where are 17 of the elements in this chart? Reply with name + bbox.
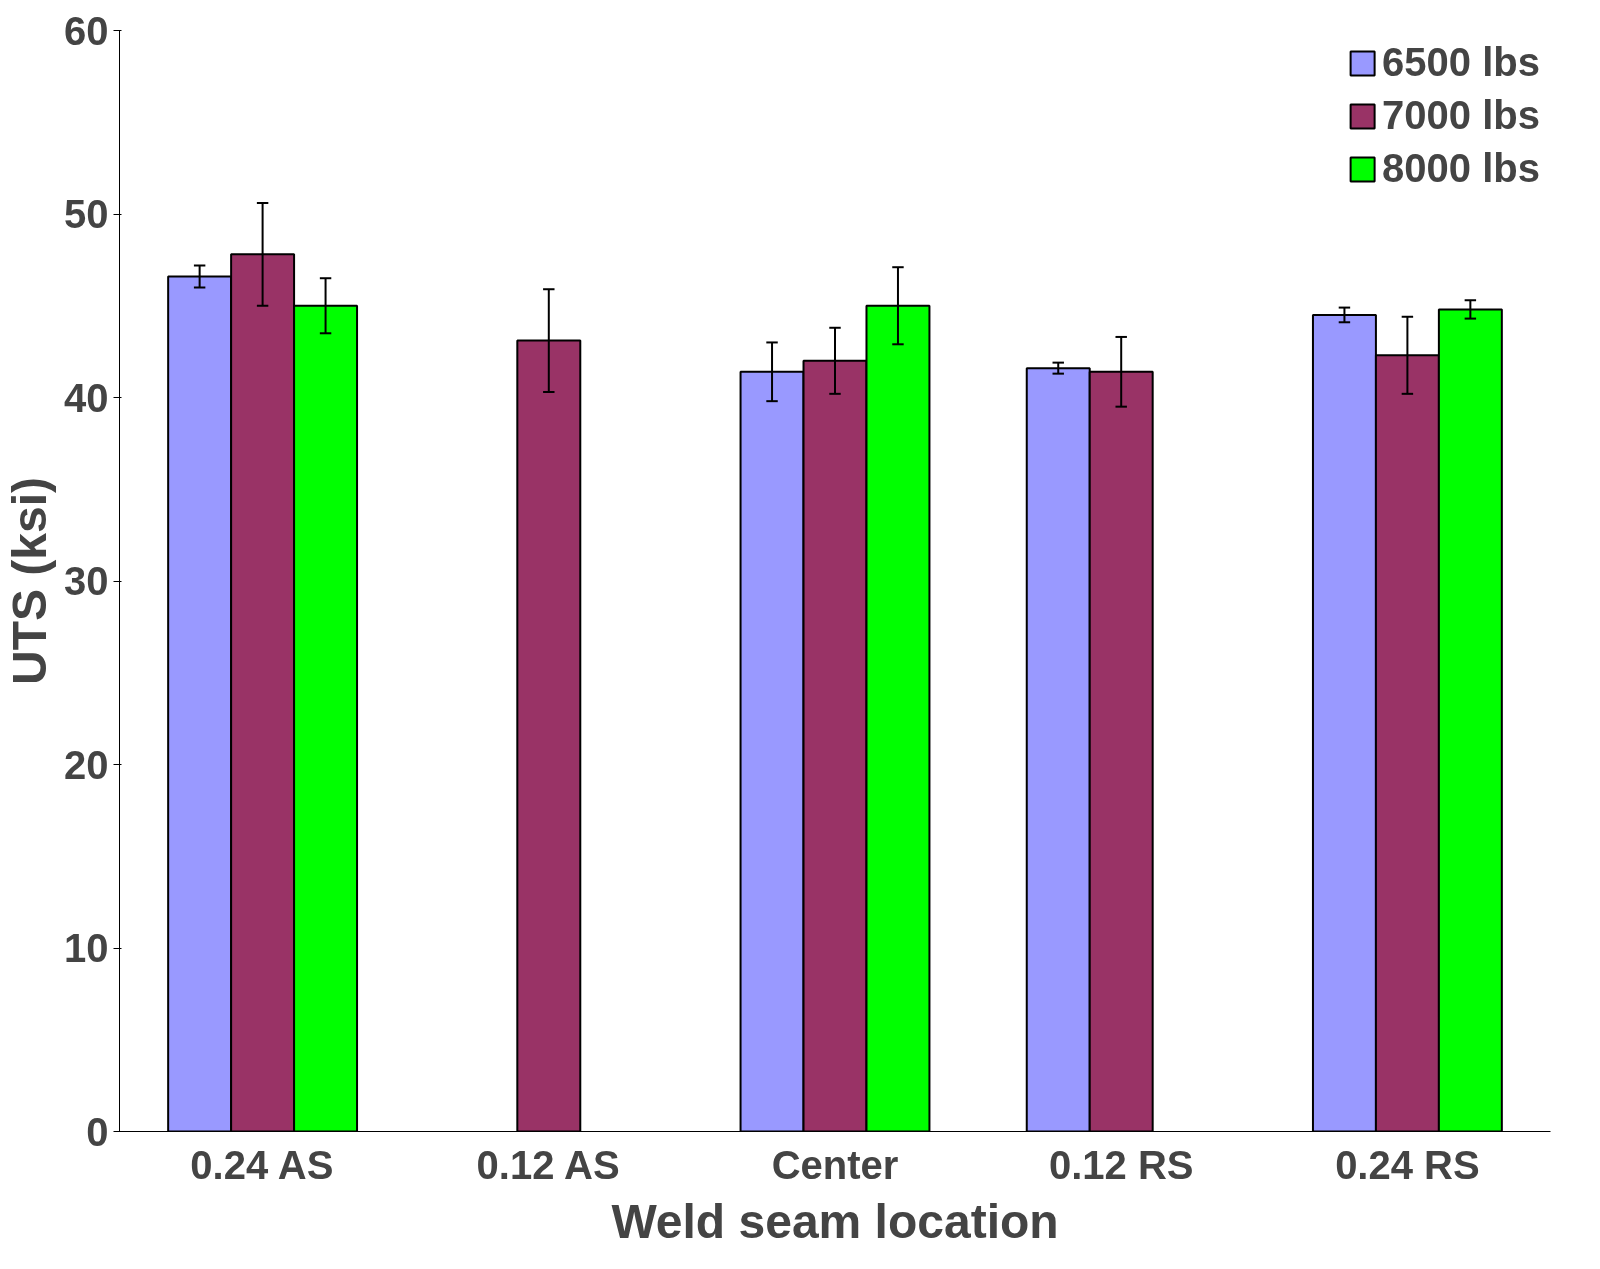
legend-label: 8000 lbs [1382,146,1540,191]
y-tick-label: 30 [64,559,109,603]
y-tick-label: 40 [64,375,109,420]
y-tick-label: 20 [64,742,109,787]
x-tick-label: 0.12 RS [1048,1142,1194,1187]
x-tick-label: Center [771,1142,899,1187]
y-tick-label: 60 [64,8,109,53]
legend-label: 7000 lbs [1382,93,1540,138]
y-tick-label: 0 [86,1109,109,1154]
y-axis-title: UTS (ksi) [3,476,57,686]
legend-label: 6500 lbs [1382,40,1540,85]
x-tick-label: 0.12 AS [476,1142,620,1187]
y-tick-label: 50 [64,192,109,236]
x-axis-title: Weld seam location [611,1194,1059,1248]
x-tick-label: 0.24 RS [1335,1142,1480,1187]
x-tick-label: 0.24 AS [190,1142,334,1187]
y-tick-label: 10 [64,926,109,970]
